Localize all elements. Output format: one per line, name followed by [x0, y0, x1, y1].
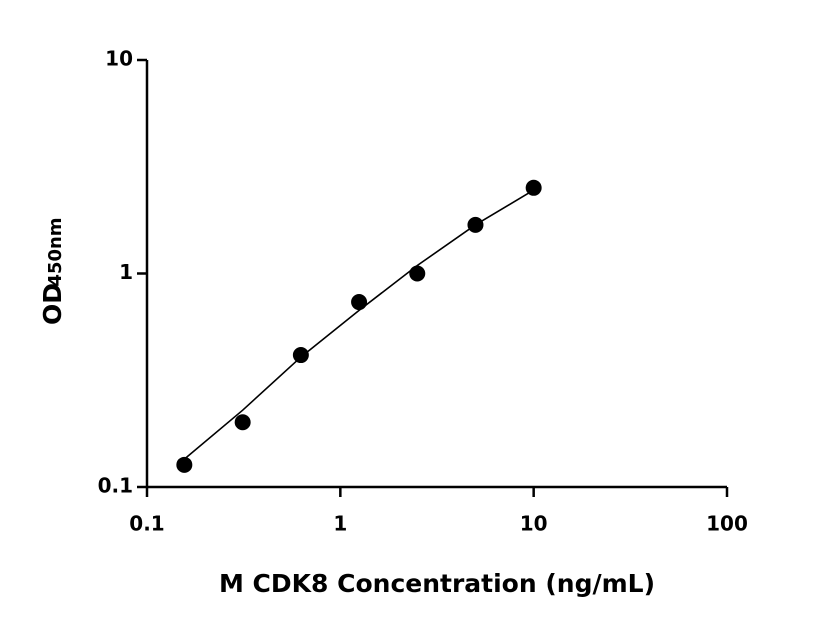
- y-tick-label: 10: [105, 47, 133, 71]
- x-tick-label: 10: [520, 512, 548, 536]
- y-tick-label: 1: [119, 260, 133, 284]
- data-point: [176, 456, 193, 473]
- x-tick-label: 0.1: [129, 512, 164, 536]
- data-point: [467, 216, 484, 233]
- y-axis-title: OD: [38, 283, 67, 325]
- x-tick-label: 1: [333, 512, 347, 536]
- x-tick-label: 100: [706, 512, 748, 536]
- y-tick-label: 0.1: [98, 474, 133, 498]
- data-point: [292, 347, 309, 364]
- data-point: [409, 265, 426, 282]
- data-point: [234, 414, 251, 431]
- y-axis-title-sub: 450nm: [45, 217, 66, 286]
- x-axis-title: M CDK8 Concentration (ng/mL): [219, 569, 655, 598]
- y-axis-title-group: OD 450nm: [38, 217, 67, 325]
- data-point: [351, 294, 368, 311]
- data-point: [525, 179, 542, 196]
